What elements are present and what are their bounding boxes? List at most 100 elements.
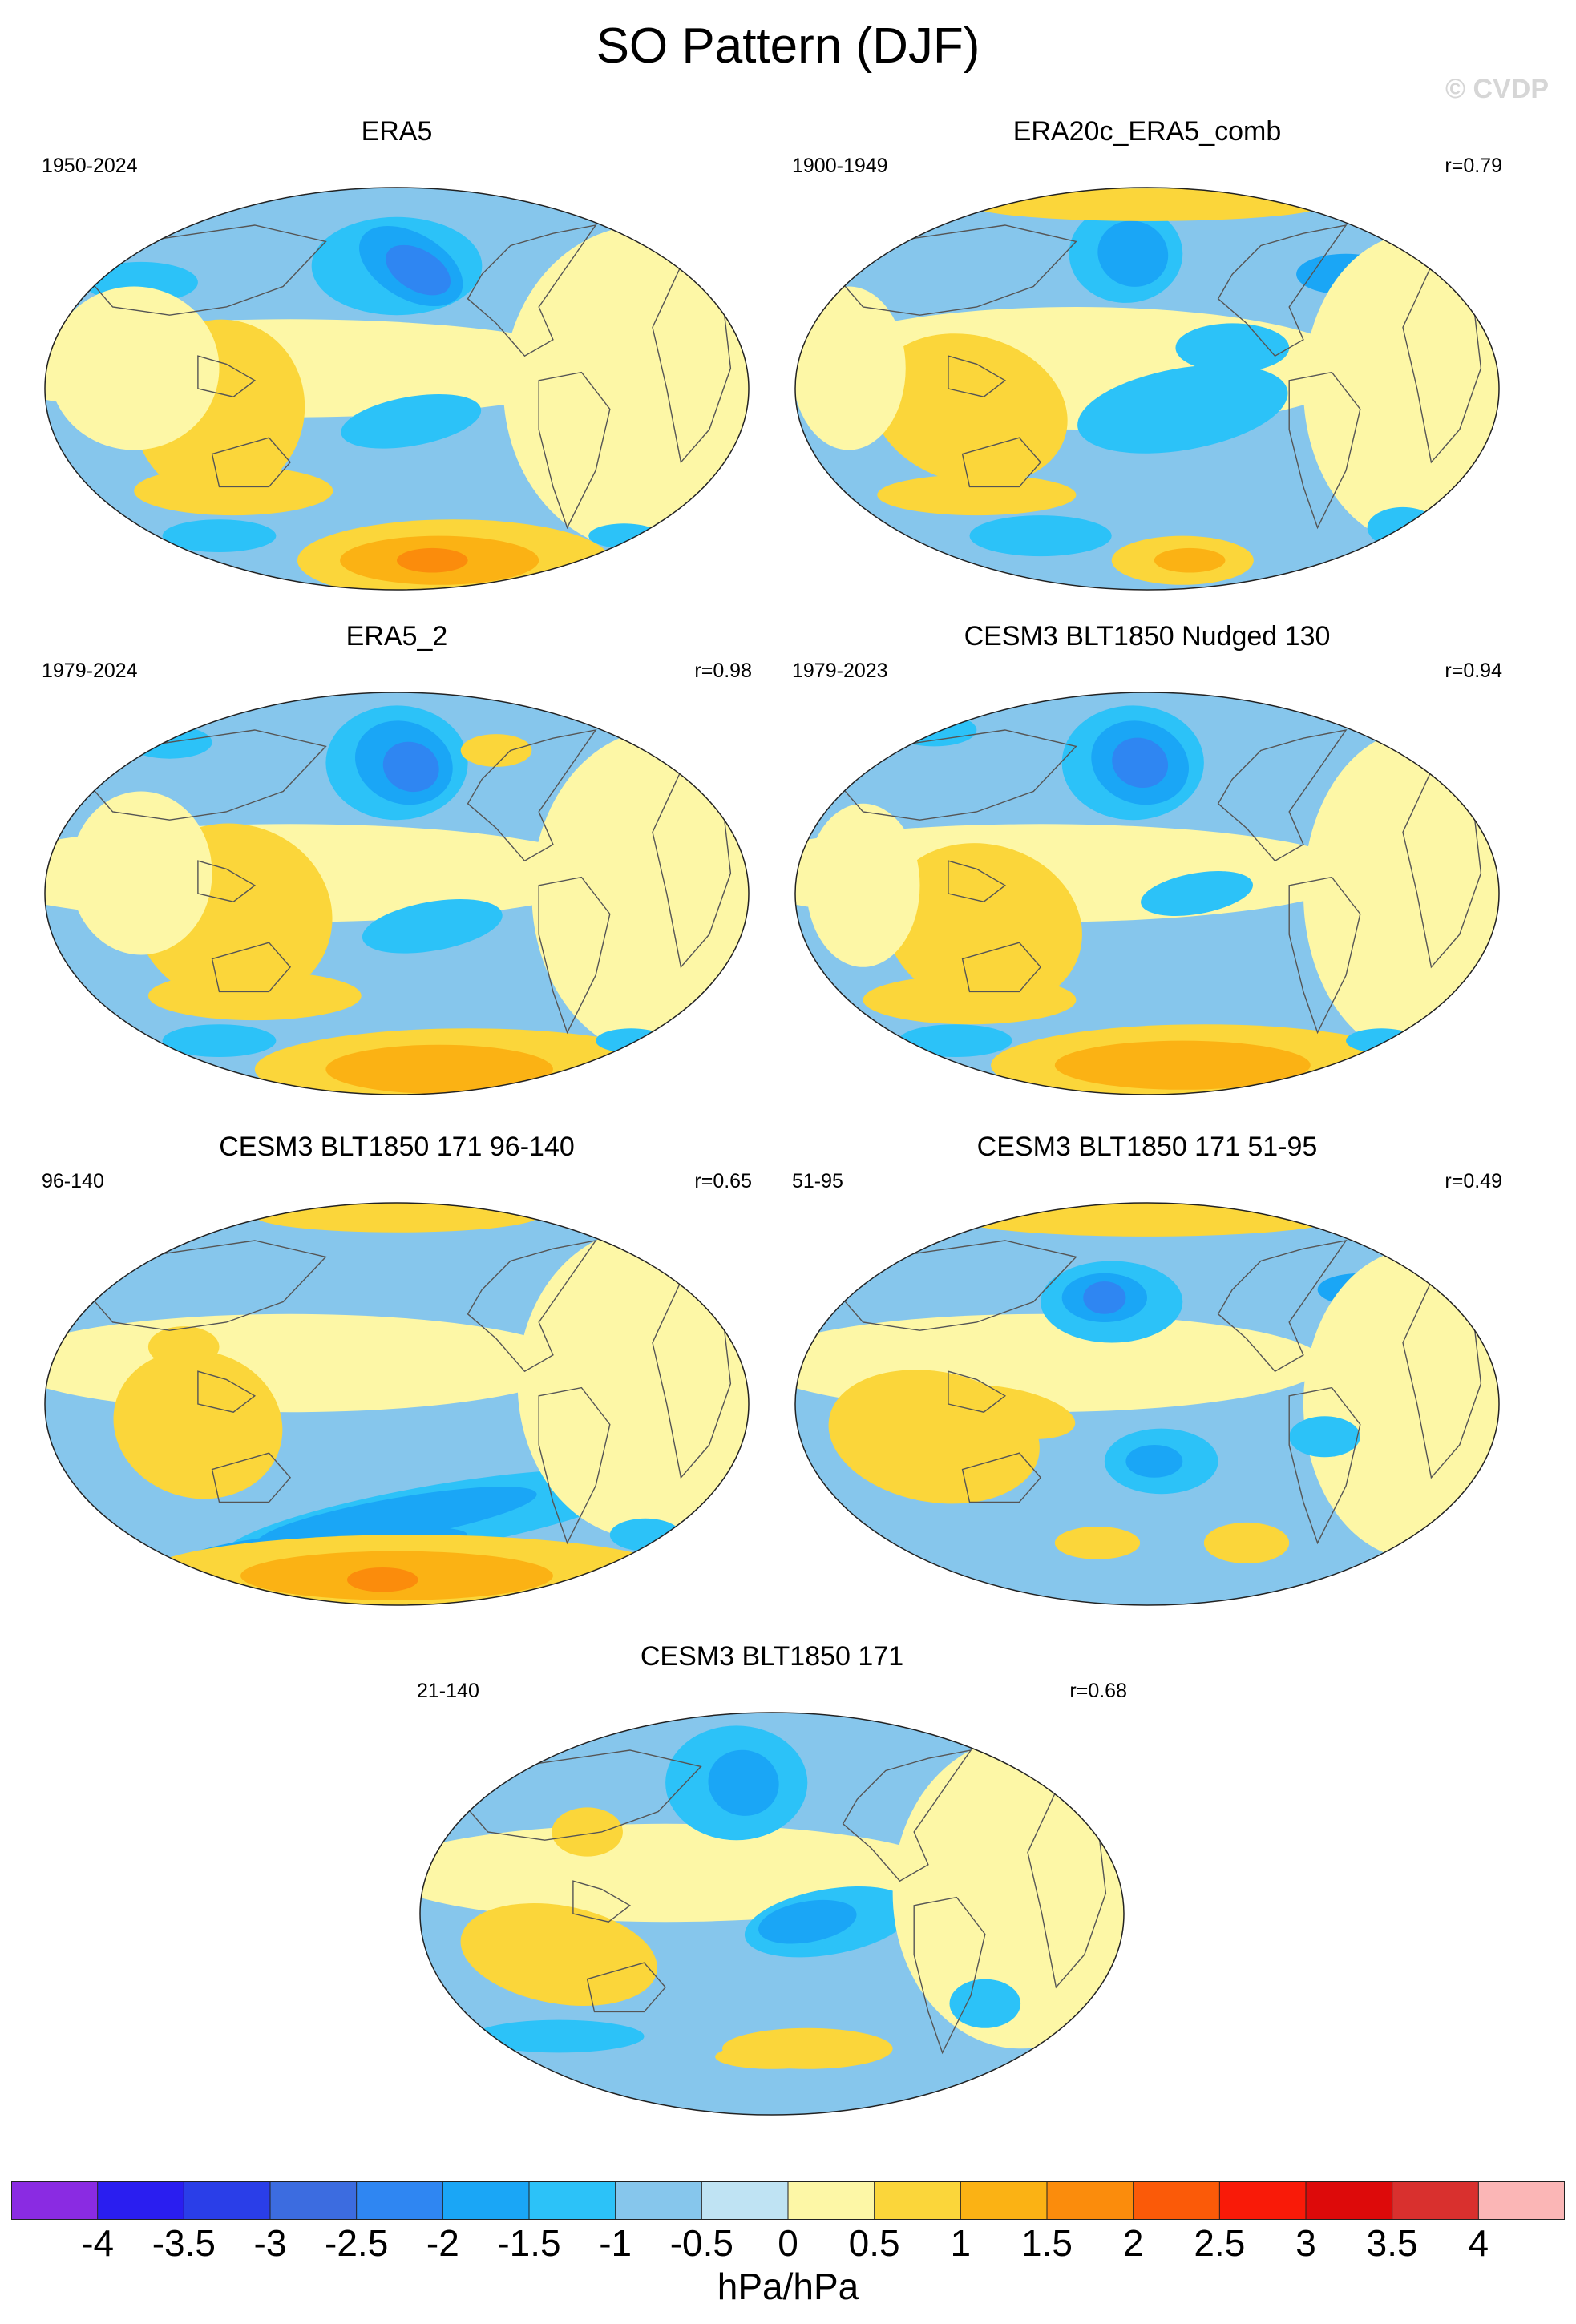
colorbar-tick-label: 3 <box>1295 2222 1316 2264</box>
panel-years: 21-140 <box>417 1680 479 1702</box>
anomaly-contour <box>382 741 439 793</box>
coastline <box>1288 371 1361 530</box>
anomaly-contour <box>1367 506 1439 548</box>
panel-correlation: r=0.98 <box>694 660 752 682</box>
anomaly-contour <box>147 970 362 1021</box>
map-projection <box>419 1712 1125 2116</box>
anomaly-contour <box>552 1807 623 1857</box>
anomaly-contour <box>1125 1445 1183 1478</box>
coastline <box>948 355 1007 397</box>
coastline <box>652 1280 732 1479</box>
colorbar-tick-label: 1 <box>950 2222 972 2264</box>
cvdp-watermark: © CVDP <box>1445 74 1549 104</box>
coastline <box>538 876 611 1035</box>
colorbar-swatch <box>1478 2181 1565 2220</box>
panel-cesm3-171-51-95: CESM3 BLT1850 171 51-95 51-95 r=0.49 <box>774 1132 1520 1612</box>
anomaly-contour <box>48 286 220 450</box>
map-border <box>794 692 1500 1095</box>
anomaly-contour <box>1077 365 1288 454</box>
anomaly-contour <box>1289 1416 1360 1458</box>
anomaly-contour <box>588 523 660 548</box>
coastline <box>538 371 611 530</box>
anomaly-contour <box>1083 1281 1126 1314</box>
anomaly-contour <box>397 547 468 573</box>
coastline <box>1288 876 1361 1035</box>
anomaly-contour <box>1203 1522 1290 1563</box>
panel-years: 1979-2024 <box>42 660 138 682</box>
coastline <box>652 264 732 464</box>
anomaly-contour <box>863 975 1077 1025</box>
panel-title: ERA5 <box>361 116 433 147</box>
colorbar-swatch <box>615 2181 702 2220</box>
coastline <box>1217 224 1348 357</box>
panel-cesm3-nudged-130: CESM3 BLT1850 Nudged 130 1979-2023 r=0.9… <box>774 621 1520 1102</box>
colorbar-tick-label: 0 <box>778 2222 798 2264</box>
coastline <box>211 942 292 993</box>
colorbar-tick-label: -3 <box>253 2222 287 2264</box>
coastline <box>1402 264 1482 464</box>
colorbar-tick-label: 2.5 <box>1194 2222 1246 2264</box>
map-projection <box>794 1202 1500 1606</box>
colorbar-tick-label: -2.5 <box>325 2222 389 2264</box>
map-projection <box>44 692 750 1095</box>
anomaly-contour <box>1346 1028 1417 1053</box>
anomaly-contour <box>460 734 532 767</box>
panel-title: CESM3 BLT1850 171 51-95 <box>976 1132 1318 1162</box>
colorbar-tick-label: 2 <box>1122 2222 1144 2264</box>
colorbar-swatch <box>874 2181 961 2220</box>
panel-correlation: r=0.68 <box>1069 1680 1127 1702</box>
coastline <box>961 942 1042 993</box>
panel-cesm3-171-96-140: CESM3 BLT1850 171 96-140 96-140 r=0.65 <box>24 1132 770 1612</box>
panel-title: ERA20c_ERA5_comb <box>1012 116 1282 147</box>
anomaly-contour <box>147 1326 220 1368</box>
panel-era5-2: ERA5_2 1979-2024 r=0.98 <box>24 621 770 1102</box>
anomaly-contour <box>871 333 1068 485</box>
coastline <box>842 1749 972 1882</box>
coastline <box>1402 769 1482 969</box>
colorbar-swatch <box>960 2181 1048 2220</box>
colorbar-tick-label: 3.5 <box>1366 2222 1418 2264</box>
anomaly-contour <box>460 1902 657 2007</box>
coastline <box>572 1880 632 1923</box>
anomaly-contour <box>891 713 977 747</box>
coastline <box>1402 1280 1482 1479</box>
coastline <box>1217 728 1348 862</box>
coastline <box>467 224 597 357</box>
colorbar-swatch <box>442 2181 530 2220</box>
panel-title: CESM3 BLT1850 Nudged 130 <box>964 621 1331 652</box>
map-border <box>44 1202 750 1606</box>
colorbar-tick-label: 4 <box>1468 2222 1489 2264</box>
map-projection <box>44 187 750 591</box>
panel-years: 1950-2024 <box>42 155 138 177</box>
panel-title: CESM3 BLT1850 171 96-140 <box>219 1132 575 1162</box>
coastline <box>538 1386 611 1545</box>
panel-era20c-era5-comb: ERA20c_ERA5_comb 1900-1949 r=0.79 <box>774 116 1520 597</box>
colorbar <box>11 2181 1565 2220</box>
anomaly-contour <box>935 1385 1076 1440</box>
colorbar-swatch <box>184 2181 271 2220</box>
colorbar-tick-label: -0.5 <box>669 2222 733 2264</box>
anomaly-contour <box>885 843 1082 1010</box>
anomaly-contour <box>596 1028 667 1053</box>
anomaly-contour <box>708 1749 779 1816</box>
panel-title: CESM3 BLT1850 171 <box>640 1641 904 1672</box>
panel-years: 51-95 <box>792 1170 843 1192</box>
panel-era5: ERA5 1950-2024 <box>24 116 770 597</box>
colorbar-swatch <box>1392 2181 1479 2220</box>
coastline <box>197 860 257 902</box>
map-border <box>419 1712 1125 2116</box>
anomaly-contour <box>969 515 1112 557</box>
anomaly-contour <box>1054 1040 1311 1090</box>
panel-years: 96-140 <box>42 1170 104 1192</box>
anomaly-contour <box>1154 547 1226 573</box>
coastline <box>1217 1239 1348 1373</box>
panel-title: ERA5_2 <box>346 621 448 652</box>
anomaly-contour <box>473 2019 645 2053</box>
map-projection <box>794 692 1500 1095</box>
page-title: SO Pattern (DJF) <box>596 18 980 74</box>
map-projection <box>44 1202 750 1606</box>
anomaly-contour <box>254 1203 539 1233</box>
colorbar-tick-label: -4 <box>81 2222 115 2264</box>
anomaly-contour <box>325 1044 553 1094</box>
coastline <box>211 1452 292 1503</box>
